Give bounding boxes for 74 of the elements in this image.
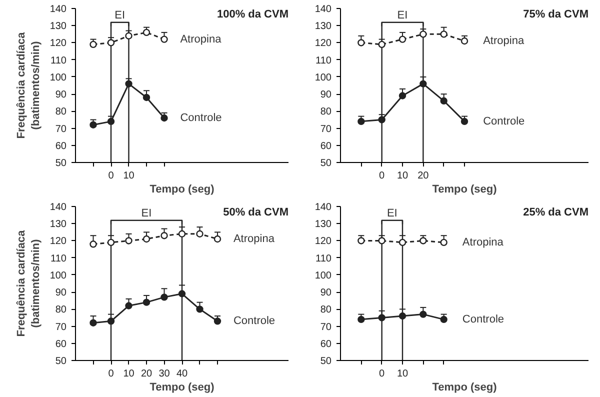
x-axis-title: Tempo (seg) bbox=[432, 184, 498, 196]
y-tick-label: 110 bbox=[316, 55, 332, 66]
y-tick-label: 140 bbox=[50, 202, 67, 213]
x-tick-label: 10 bbox=[123, 170, 135, 182]
x-tick-label: 10 bbox=[123, 368, 135, 380]
series-label: Atropina bbox=[483, 35, 525, 48]
x-tick-label: 20 bbox=[140, 368, 152, 380]
y-tick-label: 90 bbox=[55, 90, 67, 101]
x-tick-label: 20 bbox=[418, 170, 430, 182]
y-tick-label: 60 bbox=[320, 140, 332, 152]
y-tick-label: 110 bbox=[316, 253, 332, 264]
y-tick-label: 80 bbox=[55, 106, 67, 118]
y-tick-label: 70 bbox=[320, 322, 332, 333]
y-tick-label: 100 bbox=[314, 72, 332, 84]
series-label: Atropina bbox=[462, 236, 504, 248]
y-tick-label: 110 bbox=[50, 55, 67, 66]
x-axis-title: Tempo (seg) bbox=[150, 382, 215, 394]
annotation: EI bbox=[141, 207, 152, 220]
y-tick-label: 130 bbox=[314, 219, 332, 230]
y-tick-label: 120 bbox=[314, 38, 332, 50]
y-axis-title: Frequência cardíaca (batimentos/min) bbox=[15, 229, 42, 337]
y-tick-label: 130 bbox=[50, 219, 67, 230]
y-tick-label: 110 bbox=[50, 253, 67, 264]
y-tick-label: 140 bbox=[314, 202, 332, 213]
series-label: Controle bbox=[483, 115, 525, 128]
y-tick-label: 60 bbox=[320, 338, 332, 350]
annotation: EI bbox=[386, 207, 398, 220]
y-tick-label: 50 bbox=[55, 158, 67, 169]
y-tick-label: 70 bbox=[55, 322, 67, 333]
y-tick-label: 120 bbox=[50, 236, 67, 248]
y-tick-label: 60 bbox=[55, 140, 67, 152]
y-tick-label: 130 bbox=[314, 21, 332, 32]
y-tick-label: 120 bbox=[314, 236, 332, 248]
y-tick-label: 50 bbox=[55, 356, 67, 367]
chart-title: 50% da CVM bbox=[223, 206, 289, 218]
y-tick-label: 50 bbox=[320, 356, 332, 367]
y-tick-label: 130 bbox=[50, 21, 67, 32]
series-label: Controle bbox=[180, 112, 222, 124]
y-tick-label: 90 bbox=[320, 288, 332, 299]
x-tick-label: 0 bbox=[108, 170, 114, 182]
y-axis-title: Frequência cardíaca (batimentos/min) bbox=[15, 31, 42, 139]
x-tick-label: 40 bbox=[176, 368, 188, 380]
y-tick-label: 100 bbox=[50, 72, 67, 84]
y-tick-label: 90 bbox=[55, 288, 67, 299]
x-axis-title: Tempo (seg) bbox=[150, 184, 215, 196]
series-label: Controle bbox=[233, 315, 276, 328]
y-tick-label: 100 bbox=[50, 270, 67, 282]
x-tick-label: 0 bbox=[379, 368, 386, 380]
y-tick-label: 120 bbox=[50, 38, 67, 50]
y-tick-label: 140 bbox=[50, 4, 67, 15]
x-tick-label: 0 bbox=[379, 170, 386, 182]
y-tick-label: 90 bbox=[320, 90, 332, 101]
series-label: Atropina bbox=[180, 33, 222, 46]
x-tick-label: 30 bbox=[158, 368, 170, 380]
series-label: Atropina bbox=[233, 233, 276, 246]
series-label: Controle bbox=[462, 313, 504, 326]
chart-title: 100% da CVM bbox=[216, 8, 289, 20]
y-tick-label: 70 bbox=[55, 124, 67, 135]
x-axis-title: Tempo (seg) bbox=[432, 382, 498, 394]
y-tick-label: 70 bbox=[320, 124, 332, 135]
chart-title: 75% da CVM bbox=[523, 8, 589, 20]
annotation: EI bbox=[397, 9, 408, 22]
x-tick-label: 10 bbox=[396, 368, 408, 380]
y-tick-label: 60 bbox=[55, 338, 67, 350]
chart-title: 25% da CVM bbox=[523, 206, 589, 218]
annotation: EI bbox=[114, 9, 126, 22]
y-tick-label: 140 bbox=[314, 4, 332, 15]
y-tick-label: 80 bbox=[320, 304, 332, 316]
x-tick-label: 10 bbox=[396, 170, 408, 182]
y-tick-label: 80 bbox=[55, 304, 67, 316]
y-tick-label: 100 bbox=[314, 270, 332, 282]
x-tick-label: 0 bbox=[108, 368, 114, 380]
y-tick-label: 80 bbox=[320, 106, 332, 118]
y-tick-label: 50 bbox=[320, 158, 332, 169]
